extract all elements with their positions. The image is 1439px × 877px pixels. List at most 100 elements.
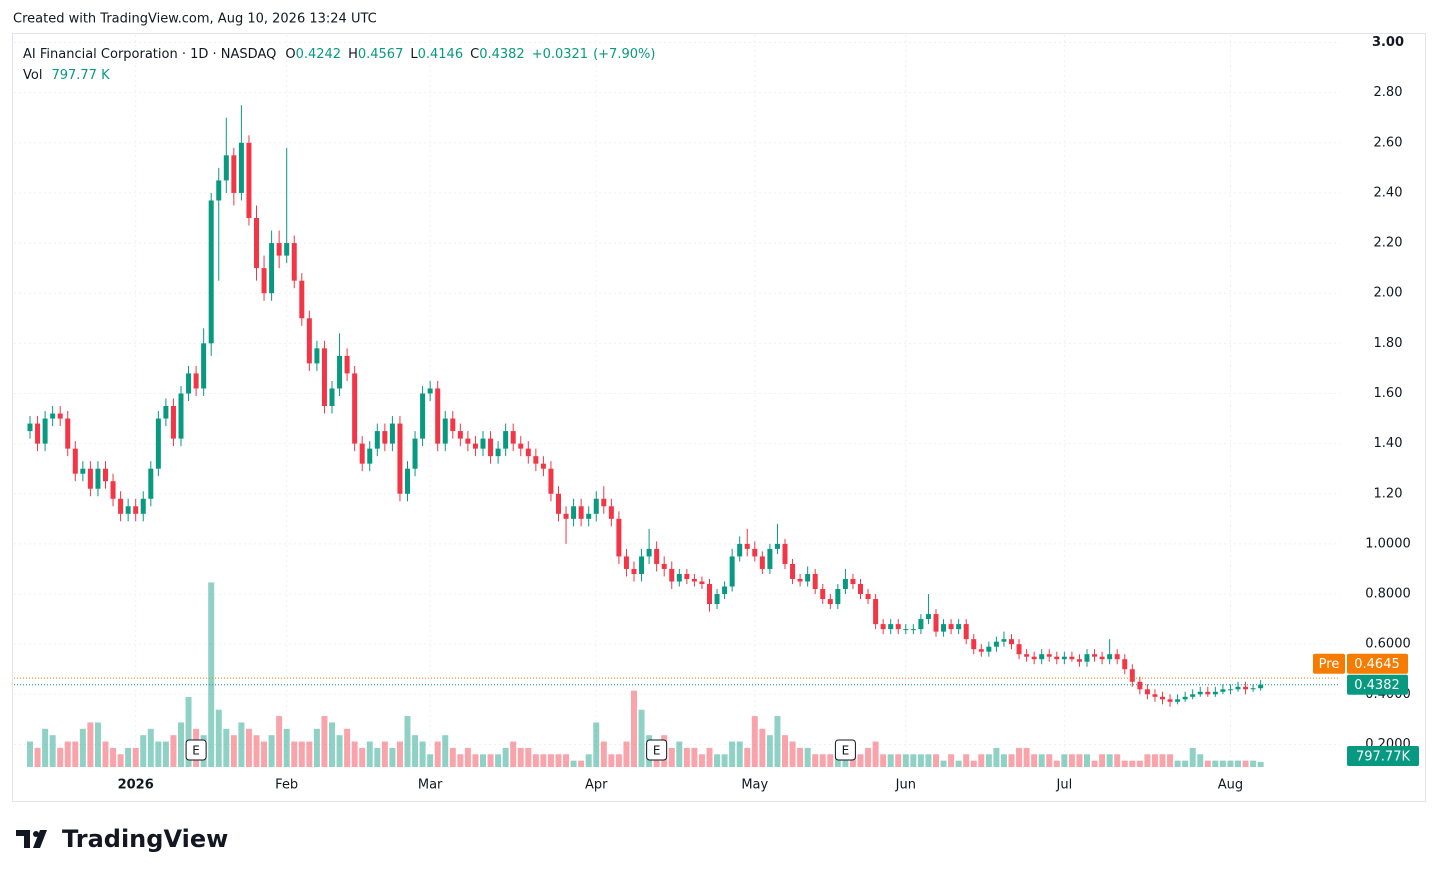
candle-body — [344, 355, 350, 374]
volume-bar — [102, 741, 109, 767]
candle-body — [170, 406, 176, 439]
candle-body — [782, 543, 788, 564]
candle-body — [103, 468, 108, 482]
volume-bar — [1204, 760, 1211, 767]
candle-body — [759, 556, 765, 569]
candle-body — [722, 586, 728, 595]
candle-body — [57, 413, 63, 419]
candle-body — [1250, 688, 1256, 690]
candle-body — [208, 200, 214, 344]
volume-bar — [359, 747, 366, 767]
candle-body — [707, 584, 712, 605]
x-tick-label: Aug — [1218, 778, 1243, 793]
volume-bar — [1189, 747, 1196, 767]
legend: AI Financial Corporation · 1D · NASDAQ O0… — [23, 47, 655, 62]
candle-body — [1024, 654, 1030, 657]
volume-bar — [381, 741, 388, 767]
candle-body — [805, 573, 811, 582]
volume-bar — [751, 716, 758, 767]
premarket-value-tag — [1347, 653, 1408, 674]
x-tick-label: 2026 — [118, 778, 154, 793]
volume-bar — [1121, 760, 1128, 767]
volume-bar — [162, 741, 169, 767]
volume-bar — [487, 754, 494, 767]
candle-body — [321, 348, 327, 407]
volume-bar — [404, 716, 411, 767]
candle-body — [797, 578, 803, 582]
candle-body — [850, 578, 856, 584]
candle-body — [820, 589, 826, 600]
volume-bar — [72, 741, 79, 767]
candle-body — [646, 548, 652, 557]
candle-body — [895, 624, 901, 630]
x-tick-label: Jun — [895, 778, 916, 793]
candle-body — [420, 393, 426, 439]
volume-bar — [834, 754, 841, 767]
legend-key: O — [285, 47, 295, 62]
volume-bar — [132, 747, 139, 767]
volume-bar — [736, 741, 743, 767]
volume-bar — [1159, 754, 1166, 767]
candle-body — [284, 243, 290, 256]
candle-body — [510, 431, 516, 444]
candle-body — [65, 418, 71, 449]
candle-body — [352, 373, 358, 444]
candle-body — [412, 438, 418, 469]
candle-body — [50, 413, 56, 419]
volume-bar — [125, 747, 132, 767]
candle-body — [1144, 689, 1150, 695]
volume-bar — [1212, 760, 1219, 767]
candle-body — [956, 624, 962, 630]
volume-bar — [1031, 754, 1038, 767]
volume-bar — [978, 754, 985, 767]
volume-bar — [917, 754, 924, 767]
y-tick-label: 2.20 — [1374, 236, 1403, 251]
volume-bar — [464, 747, 471, 767]
event-marker — [646, 739, 668, 761]
candle-body — [578, 506, 584, 519]
y-tick-label: 0.6000 — [1365, 637, 1411, 652]
candle-body — [639, 556, 645, 574]
volume-bar — [344, 728, 351, 767]
volume-bar — [797, 747, 804, 767]
candle-body — [27, 423, 33, 432]
volume-bar — [585, 754, 592, 767]
y-tick-label: 2.60 — [1374, 135, 1403, 150]
volume-bar — [578, 760, 585, 767]
candle-body — [1137, 681, 1143, 690]
candle-body — [948, 624, 954, 630]
volume-bar — [261, 741, 268, 767]
candle-body — [691, 578, 697, 582]
volume-bar — [532, 754, 539, 767]
candle-body — [389, 423, 395, 444]
candle-body — [1182, 696, 1188, 700]
volume-bar — [1099, 754, 1106, 767]
volume-bar — [306, 741, 313, 767]
candle-body — [1122, 659, 1128, 670]
candle-body — [608, 506, 614, 519]
candle-body — [986, 646, 992, 652]
candle-body — [767, 548, 773, 569]
volume-bar — [1182, 760, 1189, 767]
x-tick-label: Apr — [585, 778, 608, 793]
candle-body — [1114, 654, 1120, 660]
change: +0.0321 — [532, 47, 588, 62]
volume-bar — [1197, 754, 1204, 767]
candle-body — [518, 443, 524, 449]
volume-bar — [215, 709, 222, 767]
candle-body — [314, 348, 320, 364]
y-tick-label: 2.80 — [1374, 85, 1403, 100]
candle-body — [178, 393, 184, 439]
candle-body — [1031, 656, 1037, 660]
candle-body — [140, 498, 146, 514]
candle-body — [744, 543, 750, 549]
candle-body — [1076, 659, 1082, 662]
volume-bar — [1084, 754, 1090, 767]
candle-body — [888, 624, 894, 630]
volume-bar — [774, 716, 781, 767]
volume-bar — [698, 754, 705, 767]
last-price-tag — [1347, 674, 1408, 695]
candle-body — [631, 568, 637, 574]
volume-bar — [1167, 754, 1174, 767]
candle-body — [72, 448, 78, 474]
